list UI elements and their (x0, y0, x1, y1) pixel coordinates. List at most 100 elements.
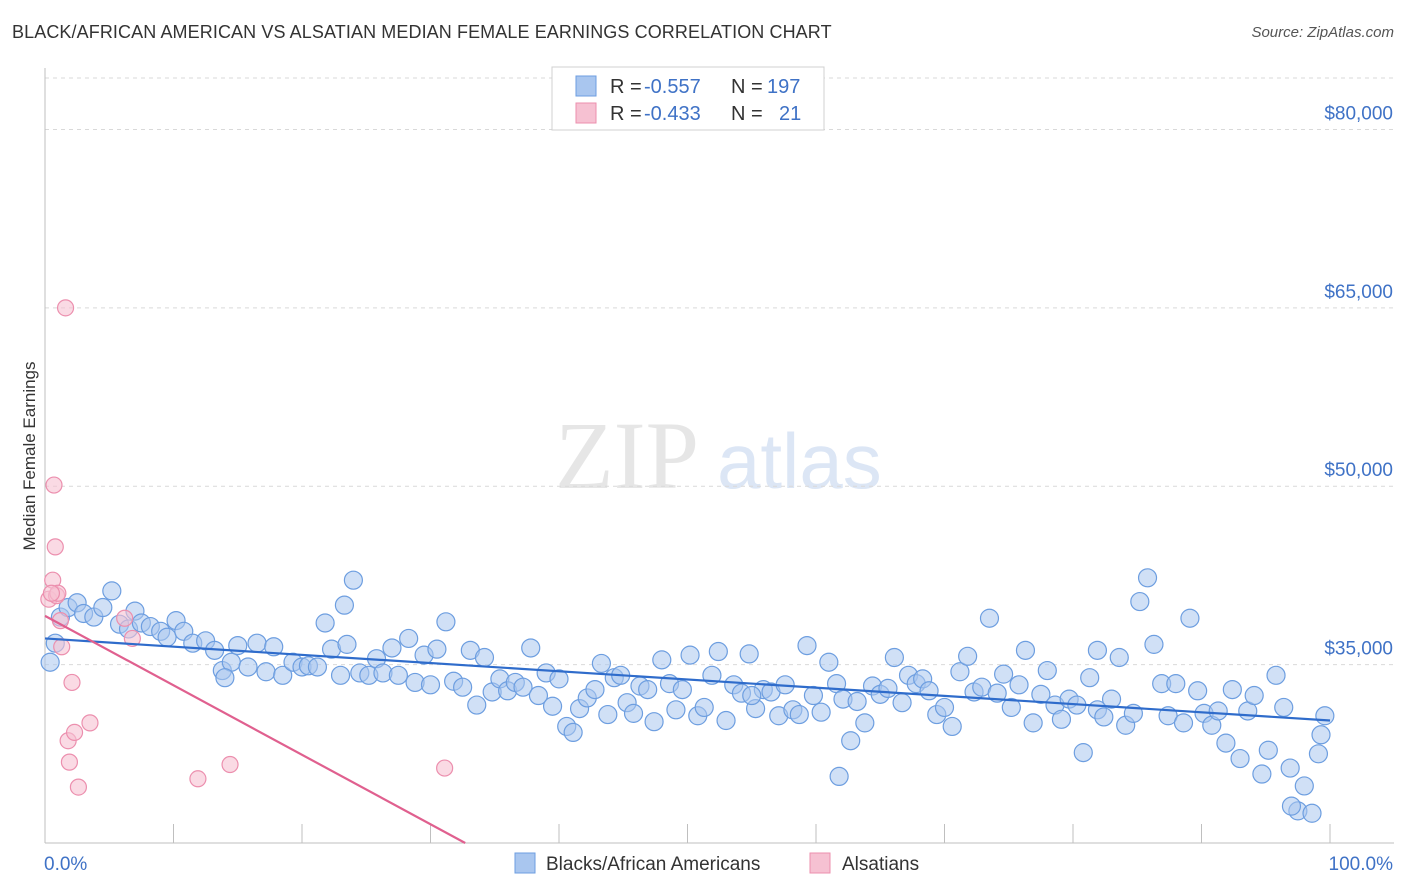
data-point-blacks (1087, 640, 1108, 660)
y-tick-label: $80,000 (1324, 103, 1393, 124)
data-point-blacks (1166, 674, 1186, 694)
axes (44, 68, 1394, 844)
data-point-blacks (1015, 640, 1036, 660)
data-point-blacks (1130, 591, 1150, 612)
data-point-blacks (680, 645, 700, 665)
data-point-blacks (1308, 744, 1329, 764)
stats-r-label-1: R = (610, 76, 642, 98)
data-point-blacks (934, 697, 955, 718)
data-point-blacks (819, 652, 839, 672)
series-legend: Blacks/African Americans Alsatians (514, 852, 919, 875)
data-point-blacks (1094, 707, 1114, 727)
y-tick-label: $65,000 (1324, 282, 1393, 303)
data-point-alsatians (65, 723, 84, 742)
data-point-blacks (672, 679, 692, 700)
data-point-blacks (474, 647, 495, 668)
x-tick-label-min: 0.0% (44, 854, 87, 875)
data-point-blacks (829, 766, 849, 787)
series-blacks-african-americans (40, 568, 1335, 823)
data-point-blacks (1302, 803, 1322, 823)
data-point-blacks (157, 627, 177, 647)
data-point-blacks (878, 678, 898, 699)
data-point-blacks (1137, 568, 1158, 588)
chart-source: Source: ZipAtlas.com (1251, 24, 1394, 41)
y-tick-label: $50,000 (1324, 460, 1393, 481)
data-point-blacks (315, 613, 335, 633)
data-point-blacks (307, 657, 328, 677)
data-point-blacks (330, 665, 351, 685)
data-point-blacks (847, 691, 867, 712)
stats-r-value-1: -0.557 (644, 76, 701, 98)
series-legend-swatch-pink (809, 852, 831, 874)
data-point-blacks (987, 683, 1007, 703)
data-point-blacks (884, 647, 904, 668)
data-point-alsatians (56, 299, 75, 317)
data-point-blacks (1001, 697, 1021, 718)
data-point-blacks (1274, 697, 1294, 718)
data-point-blacks (1031, 684, 1051, 704)
data-point-blacks (789, 704, 809, 725)
data-point-blacks (1208, 701, 1228, 721)
data-point-alsatians (221, 755, 239, 774)
data-point-blacks (238, 657, 258, 677)
data-point-blacks (388, 665, 408, 685)
data-point-blacks (1144, 634, 1164, 654)
data-point-blacks (739, 644, 759, 664)
stats-legend: R = -0.557 N = 197 R = -0.433 N = 21 (551, 66, 825, 131)
y-tick-label: $35,000 (1324, 639, 1393, 660)
data-point-blacks (549, 669, 569, 689)
data-point-blacks (1101, 689, 1122, 709)
data-point-blacks (638, 679, 658, 700)
stats-r-value-2: -0.433 (644, 103, 701, 125)
data-point-alsatians (69, 778, 88, 796)
data-point-blacks (797, 635, 817, 656)
data-point-blacks (93, 597, 113, 618)
data-point-blacks (273, 665, 293, 685)
data-point-blacks (1180, 608, 1200, 628)
data-point-blacks (1109, 647, 1129, 668)
data-point-blacks (453, 677, 473, 697)
data-point-blacks (420, 675, 441, 695)
data-point-alsatians (123, 629, 141, 648)
data-point-blacks (264, 637, 284, 657)
trend-line-blacks (44, 637, 1331, 722)
data-point-blacks (666, 700, 686, 720)
data-point-alsatians (436, 759, 454, 777)
data-point-blacks (1073, 743, 1093, 763)
y-tick-labels: $35,000 $50,000 $65,000 $80,000 (1324, 103, 1393, 659)
stats-n-label-1: N = (731, 76, 763, 98)
data-point-alsatians (45, 476, 63, 494)
y-axis-label: Median Female Earnings (20, 362, 39, 551)
data-point-blacks (102, 581, 122, 601)
data-point-alsatians (42, 584, 61, 602)
data-point-blacks (1173, 713, 1194, 733)
series-legend-label-blue: Blacks/African Americans (546, 854, 760, 875)
data-point-blacks (399, 628, 419, 649)
data-point-blacks (1315, 706, 1335, 726)
stats-legend-box (551, 66, 825, 131)
data-point-blacks (1080, 668, 1100, 688)
data-point-blacks (994, 664, 1014, 684)
data-point-blacks (563, 722, 583, 743)
stats-n-label-2: N = (731, 103, 763, 125)
data-point-blacks (694, 697, 714, 718)
data-point-blacks (513, 677, 533, 697)
data-point-blacks (1244, 685, 1264, 706)
data-point-blacks (40, 652, 60, 672)
data-point-blacks (215, 668, 235, 688)
data-point-blacks (942, 716, 962, 737)
data-point-alsatians (46, 538, 64, 556)
data-point-blacks (811, 702, 831, 722)
series-alsatians (40, 299, 454, 796)
data-point-alsatians (53, 638, 71, 656)
chart-title: BLACK/AFRICAN AMERICAN VS ALSATIAN MEDIA… (12, 22, 832, 42)
data-point-blacks (855, 713, 875, 733)
data-point-blacks (803, 685, 824, 706)
trend-line-alsatians (44, 614, 466, 844)
data-point-blacks (598, 704, 618, 725)
series-legend-swatch-blue (514, 852, 536, 874)
data-point-blacks (1222, 679, 1242, 700)
data-point-blacks (841, 731, 861, 751)
data-point-blacks (591, 653, 612, 674)
